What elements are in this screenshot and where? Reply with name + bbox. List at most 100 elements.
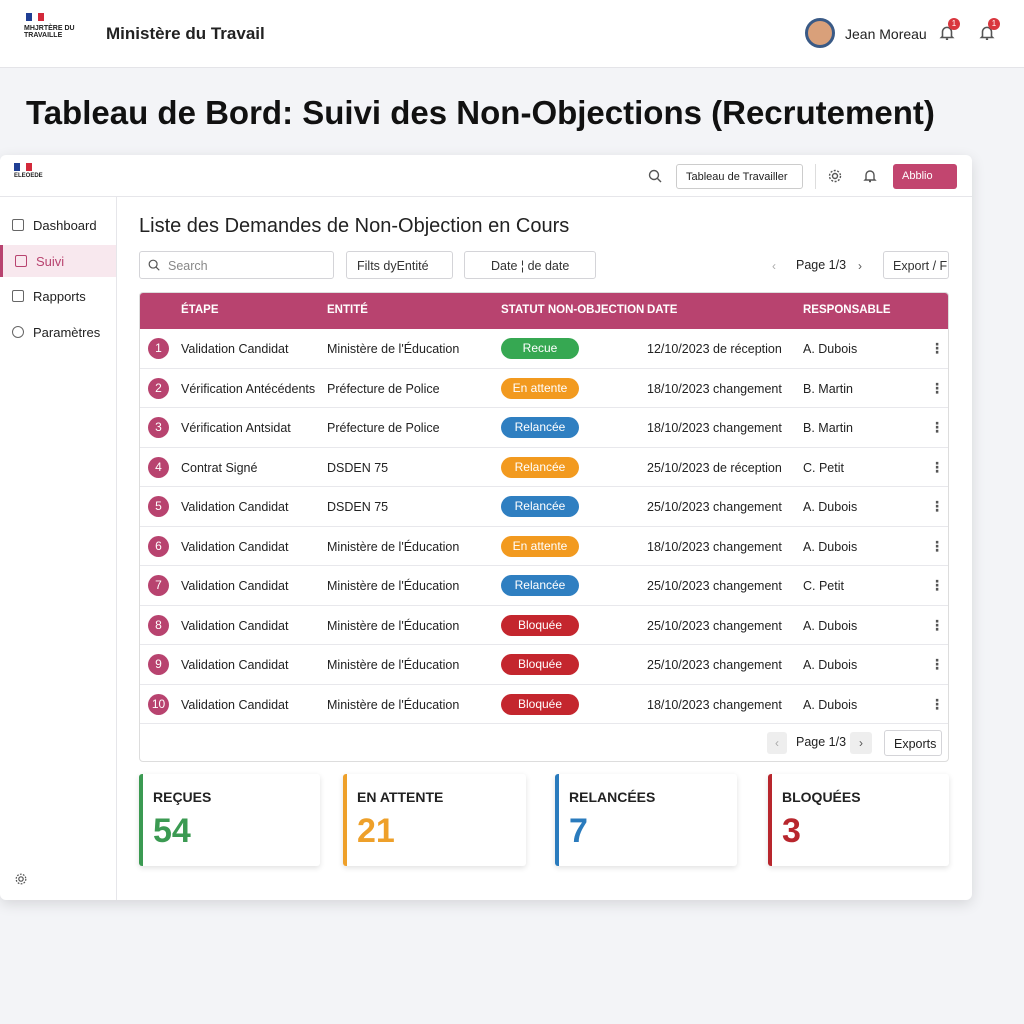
row-menu[interactable]: ⋮ bbox=[930, 498, 944, 514]
search-input-icon-svg bbox=[148, 259, 160, 271]
stat-card: REÇUES 54 bbox=[139, 774, 320, 866]
sidebar-label: Paramètres bbox=[33, 324, 101, 340]
stat-card: RELANCÉES 7 bbox=[555, 774, 737, 866]
lens bbox=[648, 169, 660, 181]
sidebar-item[interactable]: Rapports bbox=[0, 280, 116, 312]
row-menu[interactable]: ⋮ bbox=[930, 656, 944, 672]
table-row[interactable]: 9 Validation Candidat Ministère de l'Éduca… bbox=[140, 645, 948, 685]
table-row[interactable]: 4 Contrat Signé DSDEN 75 Relancée 25/10/2023… bbox=[140, 448, 948, 487]
row-number: 7 bbox=[148, 575, 169, 596]
prev-page[interactable]: ‹ bbox=[767, 732, 787, 754]
status-label: Bloquée bbox=[517, 617, 563, 632]
sidebar-settings-svg bbox=[15, 873, 27, 885]
status-label: Bloquée bbox=[517, 657, 563, 671]
sidebar-item[interactable]: Suivi bbox=[0, 244, 116, 277]
entity: Ministère de l'Éducation bbox=[327, 539, 460, 554]
entity: Ministère de l'Éducation bbox=[327, 579, 460, 593]
app-window: ELEOEDE Tableau de Travailler Abblio Dashbo… bbox=[0, 155, 972, 900]
row-menu[interactable]: ⋮ bbox=[930, 458, 944, 475]
owner: C. Petit bbox=[803, 579, 844, 593]
sidebar-icon bbox=[12, 219, 24, 231]
site-title: Ministère du Travail bbox=[106, 24, 265, 43]
app-button-label: Abblio bbox=[902, 170, 933, 182]
status-pill: Relancée bbox=[501, 496, 579, 517]
row-menu[interactable]: ⋮ bbox=[930, 616, 944, 633]
entity: DSDEN 75 bbox=[327, 500, 389, 514]
sidebar-icon bbox=[12, 290, 24, 302]
user-name[interactable]: Jean Moreau bbox=[845, 26, 927, 42]
sidebar-item[interactable]: Paramètres bbox=[0, 316, 116, 348]
step: Validation Candidat bbox=[181, 618, 289, 633]
footer-export-label: Exports bbox=[894, 737, 937, 751]
lens bbox=[148, 259, 158, 269]
row-menu[interactable]: ⋮ bbox=[930, 695, 944, 712]
handle bbox=[657, 178, 662, 183]
export-button[interactable]: Export / F bbox=[883, 251, 949, 279]
sidebar-settings bbox=[14, 872, 28, 886]
status-label: Bloquée bbox=[517, 696, 563, 711]
table-row[interactable]: 1 Validation Candidat Ministère de l'Éduca… bbox=[140, 329, 948, 369]
bell bbox=[863, 170, 877, 183]
step: Contrat Signé bbox=[181, 460, 258, 475]
table-row[interactable]: 2 Vérification Antécédents Préfecture de P… bbox=[140, 369, 948, 408]
status-label: Recue bbox=[522, 341, 558, 355]
step: Validation Candidat bbox=[181, 539, 289, 554]
owner: A. Dubois bbox=[803, 697, 858, 712]
column-header: DATE bbox=[647, 304, 678, 316]
search-input[interactable]: Search bbox=[139, 251, 334, 279]
bell-icon bbox=[862, 168, 878, 184]
entity: Ministère de l'Éducation bbox=[327, 658, 460, 672]
footer-export[interactable]: Exports bbox=[884, 730, 942, 756]
page-title: Tableau de Bord: Suivi des Non-Objection… bbox=[26, 94, 935, 131]
table-row[interactable]: 7 Validation Candidat Ministère de l'Éduca… bbox=[140, 566, 948, 606]
sidebar-item[interactable]: Dashboard bbox=[0, 209, 116, 241]
status-label: Relancée bbox=[514, 578, 566, 592]
owner: C. Petit bbox=[803, 460, 844, 475]
stat-label: EN ATTENTE bbox=[357, 789, 444, 805]
column-header: ÉTAPE bbox=[181, 304, 219, 316]
status-label: Relancée bbox=[514, 459, 566, 474]
row-menu[interactable]: ⋮ bbox=[930, 419, 944, 435]
date: 18/10/2023 changement bbox=[647, 539, 782, 554]
owner: A. Dubois bbox=[803, 342, 858, 356]
entity: DSDEN 75 bbox=[327, 460, 389, 475]
column-header: RESPONSABLE bbox=[803, 304, 891, 316]
row-menu[interactable]: ⋮ bbox=[930, 537, 944, 554]
row-menu[interactable]: ⋮ bbox=[930, 577, 944, 593]
date-filter[interactable]: Date ¦ de date bbox=[464, 251, 596, 279]
row-number: 1 bbox=[148, 338, 169, 359]
next-page[interactable]: › bbox=[858, 259, 862, 273]
search-input-label: Search bbox=[168, 259, 208, 273]
logo-text: MHJRTÈRE DU TRAVAILLE bbox=[24, 25, 75, 39]
sidebar-icon bbox=[15, 254, 27, 267]
table-row[interactable]: 5 Validation Candidat DSDEN 75 Relancée 25/1… bbox=[140, 487, 948, 527]
row-menu[interactable]: ⋮ bbox=[930, 340, 944, 356]
notification-badge[interactable]: 1 bbox=[948, 18, 960, 30]
owner: B. Martin bbox=[803, 381, 854, 396]
row-number: 8 bbox=[148, 614, 169, 636]
notification-badge[interactable]: 1 bbox=[988, 18, 1000, 30]
entity-filter[interactable]: Filts dyEntité bbox=[346, 251, 453, 279]
step: Validation Candidat bbox=[181, 342, 289, 356]
row-number: 2 bbox=[148, 377, 169, 399]
next-page[interactable]: › bbox=[850, 732, 872, 754]
table-footer: ‹ Page 1/3 › Exports bbox=[140, 724, 948, 761]
table-row[interactable]: 8 Validation Candidat Ministère de l'Éduca… bbox=[140, 606, 948, 645]
sidebar-icon bbox=[12, 325, 24, 338]
table-row[interactable]: 3 Vérification Antsidat Préfecture de Poli… bbox=[140, 408, 948, 448]
column-header: STATUT NON-OBJECTION bbox=[501, 304, 645, 316]
app-logo-text: ELEOEDE bbox=[14, 173, 43, 179]
prev-page[interactable]: ‹ bbox=[772, 259, 776, 273]
date: 25/10/2023 changement bbox=[647, 618, 782, 633]
table-row[interactable]: 10 Validation Candidat Ministère de l'Éduc… bbox=[140, 685, 948, 724]
handle bbox=[155, 266, 160, 271]
row-menu[interactable]: ⋮ bbox=[930, 379, 944, 396]
table-row[interactable]: 6 Validation Candidat Ministère de l'Éduca… bbox=[140, 527, 948, 566]
app-topbar: ELEOEDE Tableau de Travailler Abblio bbox=[0, 155, 972, 197]
workspace-dropdown[interactable]: Tableau de Travailler bbox=[676, 164, 803, 189]
step: Validation Candidat bbox=[181, 658, 289, 672]
status-pill: Relancée bbox=[501, 417, 579, 438]
row-number: 4 bbox=[148, 456, 169, 478]
status-pill: Relancée bbox=[501, 575, 579, 596]
app-button[interactable]: Abblio bbox=[893, 164, 957, 189]
